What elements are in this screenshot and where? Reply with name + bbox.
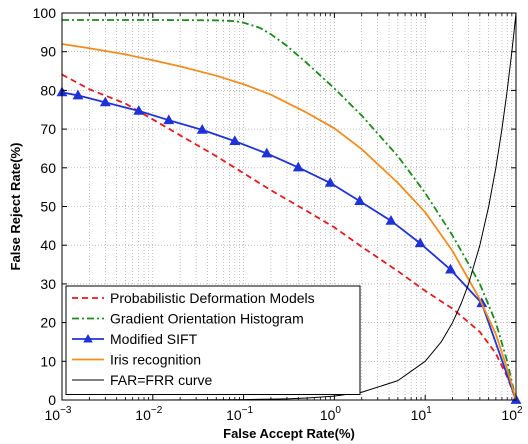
legend-label-modified-sift: Modified SIFT xyxy=(110,331,198,347)
y-tick-label: 10 xyxy=(40,353,56,369)
series-line-modified-sift xyxy=(61,91,517,401)
y-axis-title: False Reject Rate(%) xyxy=(8,143,23,271)
series-line-gradient-orientation-histogram xyxy=(62,19,517,401)
series-point-modified-sift xyxy=(229,135,241,145)
legend-label-probabilistic-deformation-models: Probabilistic Deformation Models xyxy=(110,290,315,306)
series-line-far-frr-curve xyxy=(61,12,517,401)
y-tick-label: 80 xyxy=(40,82,56,98)
series-point-modified-sift xyxy=(354,195,366,205)
series-line-iris-recognition xyxy=(61,43,517,401)
series-point-modified-sift xyxy=(445,263,456,274)
series-point-modified-sift xyxy=(261,147,273,158)
legend-label-gradient-orientation-histogram: Gradient Orientation Histogram xyxy=(110,311,304,327)
series-point-modified-sift xyxy=(414,237,426,248)
series-point-modified-sift xyxy=(196,124,208,134)
axes: 10−3 10−2 10−1 100 101 1020102030405060708090… xyxy=(33,5,523,423)
x-tick-label: 10−3 xyxy=(45,405,72,423)
series-point-modified-sift xyxy=(324,177,336,187)
series-point-modified-sift xyxy=(385,214,397,225)
series-point-modified-sift xyxy=(99,96,111,107)
y-tick-label: 0 xyxy=(48,392,56,408)
legend-label-far-frr-curve: FAR=FRR curve xyxy=(110,372,213,388)
series-point-modified-sift xyxy=(163,114,175,125)
series-point-modified-sift xyxy=(292,161,304,172)
y-tick-label: 100 xyxy=(33,5,57,21)
series-point-modified-sift xyxy=(72,89,84,100)
legend-label-iris-recognition: Iris recognition xyxy=(110,352,201,368)
y-tick-label: 50 xyxy=(40,199,56,215)
legend-box xyxy=(65,285,361,395)
legend: Probabilistic Deformation Models Gradient… xyxy=(65,285,361,395)
y-tick-label: 90 xyxy=(40,44,56,60)
series-point-modified-sift xyxy=(133,105,145,115)
y-tick-label: 30 xyxy=(40,276,56,292)
x-tick-label: 101 xyxy=(411,405,433,423)
x-axis-title: False Accept Rate(%) xyxy=(223,426,355,441)
y-tick-label: 70 xyxy=(40,121,56,137)
y-tick-label: 20 xyxy=(40,315,56,331)
y-tick-label: 60 xyxy=(40,160,56,176)
x-tick-label: 102 xyxy=(501,405,523,423)
legend-marker-modified-sift xyxy=(83,334,93,343)
y-tick-label: 40 xyxy=(40,237,56,253)
x-tick-label: 100 xyxy=(320,405,342,423)
x-tick-label: 10−1 xyxy=(226,405,253,423)
x-tick-label: 10−2 xyxy=(135,405,162,423)
